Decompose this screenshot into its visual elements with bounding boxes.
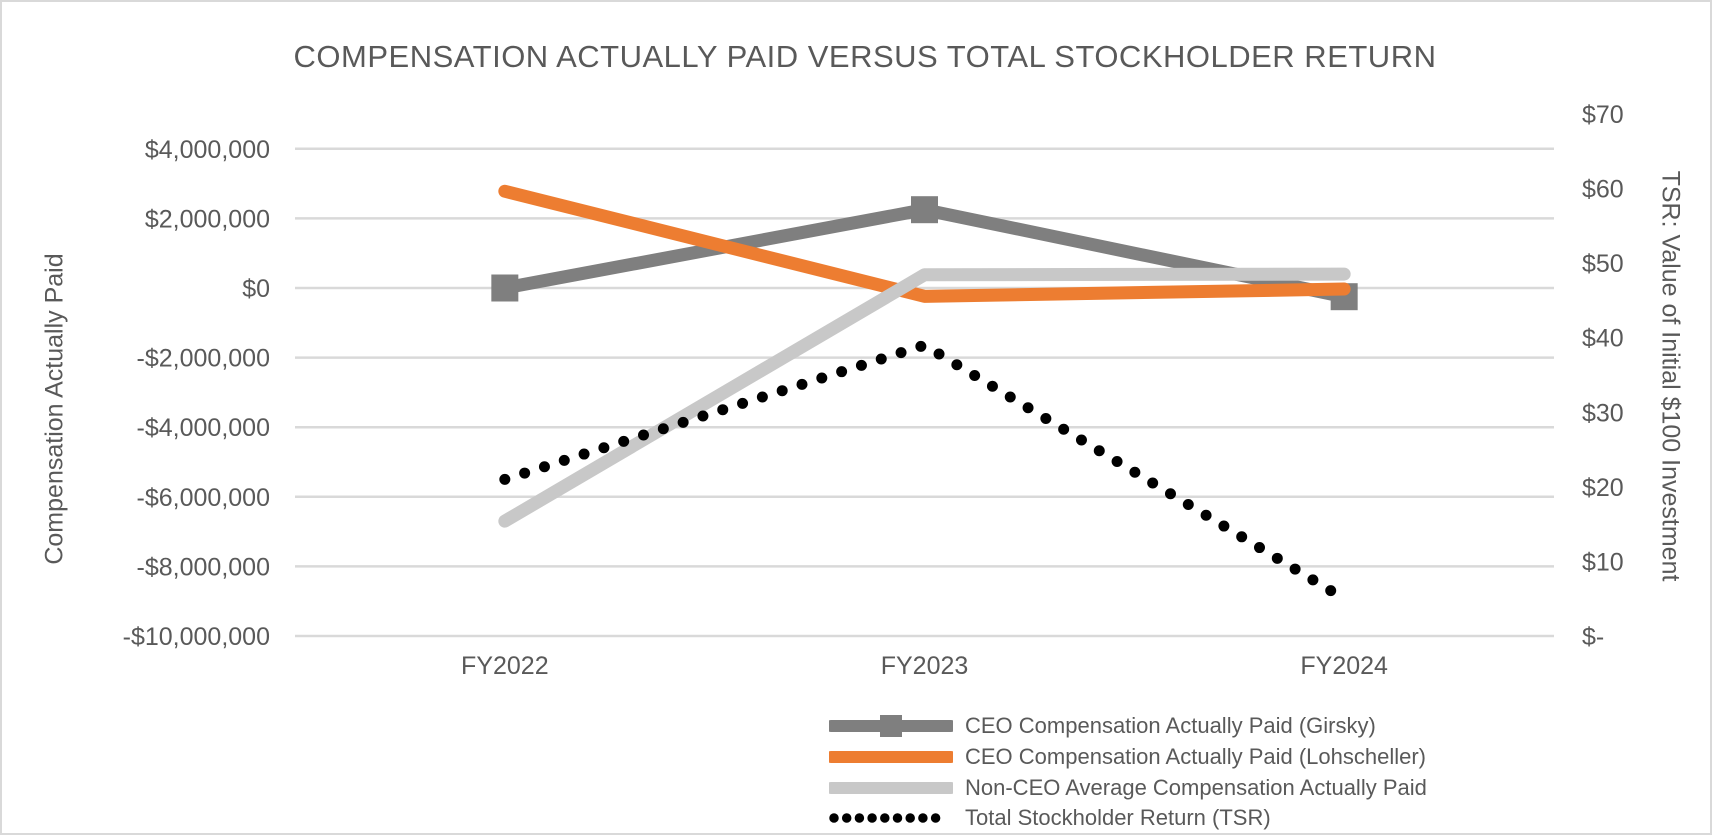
right-axis-tick-label: $70 [1582, 101, 1624, 129]
right-axis-tick-label: $40 [1582, 325, 1624, 353]
left-axis-tick-label: -$2,000,000 [137, 345, 270, 373]
series-marker-square [491, 274, 519, 302]
legend-item-non-ceo-average-compensation-actually-paid: Non-CEO Average Compensation Actually Pa… [829, 772, 1427, 803]
right-axis-tick-label: $50 [1582, 250, 1624, 278]
right-axis-tick-label: $10 [1582, 548, 1624, 576]
right-axis-tick-label: $- [1582, 623, 1604, 651]
left-axis-tick-label: $0 [242, 275, 270, 303]
series-line-ceo-compensation-actually-paid-lohscheller [498, 184, 1351, 303]
left-axis-tick-label: -$4,000,000 [137, 414, 270, 442]
series-line-total-stockholder-return-tsr [499, 339, 1350, 605]
legend-label: CEO Compensation Actually Paid (Girsky) [965, 713, 1376, 739]
chart-title: COMPENSATION ACTUALLY PAID VERSUS TOTAL … [293, 39, 1437, 74]
legend-swatch-solid-line [829, 715, 953, 738]
series-line-non-ceo-average-compensation-actually-paid [498, 267, 1351, 528]
legend-swatch-dotted-line [829, 813, 953, 824]
left-axis-tick-label: -$6,000,000 [137, 484, 270, 512]
right-axis-tick-label: $20 [1582, 474, 1624, 502]
legend-label: CEO Compensation Actually Paid (Lohschel… [965, 744, 1427, 770]
legend-item-ceo-compensation-actually-paid-lohscheller: CEO Compensation Actually Paid (Lohschel… [829, 742, 1427, 773]
left-axis-tick-label: $4,000,000 [145, 136, 270, 164]
left-axis-tick-label: $2,000,000 [145, 205, 270, 233]
right-axis-tick-label: $60 [1582, 176, 1624, 204]
legend-swatch-solid-line [829, 751, 953, 764]
legend-item-total-stockholder-return-tsr: Total Stockholder Return (TSR) [829, 803, 1427, 833]
legend-marker-square [880, 715, 902, 738]
right-axis-tick-label: $30 [1582, 399, 1624, 427]
x-axis-tick-label: FY2022 [461, 652, 549, 680]
x-axis-tick-label: FY2024 [1300, 652, 1388, 680]
left-axis-tick-label: -$10,000,000 [123, 623, 270, 651]
series-marker-square [911, 196, 938, 224]
left-axis-tick-label: -$8,000,000 [137, 553, 270, 581]
legend-swatch-solid-line [829, 781, 953, 794]
legend: CEO Compensation Actually Paid (Girsky) C… [829, 711, 1427, 833]
x-axis-tick-label: FY2023 [881, 652, 969, 680]
legend-label: Total Stockholder Return (TSR) [965, 805, 1271, 831]
legend-label: Non-CEO Average Compensation Actually Pa… [965, 774, 1427, 800]
legend-item-ceo-compensation-actually-paid-girsky: CEO Compensation Actually Paid (Girsky) [829, 711, 1427, 742]
